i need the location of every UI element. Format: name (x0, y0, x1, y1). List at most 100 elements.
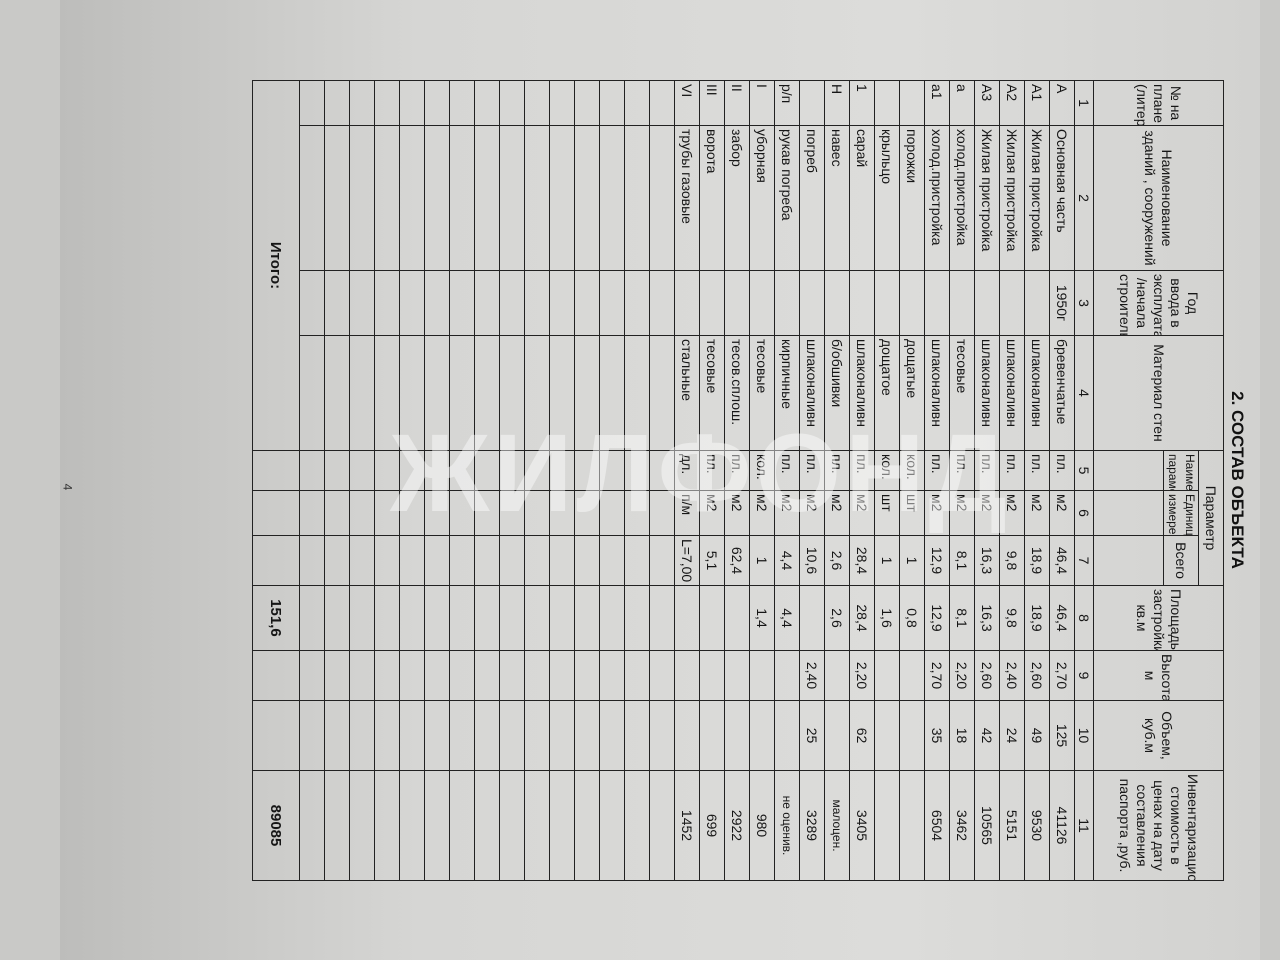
table-cell: 28,4 (849, 585, 875, 651)
table-row: а1 холод.пристройка шлаконаливн пл. м2 12,9 12… (924, 80, 950, 881)
table-cell: 24 (999, 700, 1025, 771)
table-cell: тесов.сплош. (724, 335, 750, 451)
table-cell: 1,6 (874, 585, 900, 651)
table-row: а холод.пристройка тесовые пл. м2 8,1 8,1 2,20 1… (949, 80, 975, 881)
table-row: VI трубы газовые стальные дл. п/м L=7,00 1452 (674, 80, 700, 881)
table-cell (874, 700, 900, 771)
table-row: крыльцо дощатое кол. шт 1 1,6 (874, 80, 900, 881)
table-cell: пл. (799, 450, 825, 491)
table-cell: 46,4 (1049, 535, 1075, 586)
table-cell: 8,1 (949, 585, 975, 651)
table-row: А2 Жилая пристройка шлаконаливн пл. м2 9,8 9,8… (999, 80, 1025, 881)
table-cell: А (1049, 80, 1075, 126)
table-cell (824, 270, 850, 336)
table-cell: м2 (849, 490, 875, 536)
column-number: 9 (1074, 650, 1094, 701)
table-cell: 12,9 (924, 535, 950, 586)
table-cell: 41126 (1049, 770, 1075, 881)
table-cell: рукав погреба (774, 125, 800, 271)
table-cell: пл. (1049, 450, 1075, 491)
empty-row (474, 80, 500, 881)
header-year: Год ввода в эксплуатацию /начала строите… (1093, 270, 1224, 336)
table-cell: Основная часть (1049, 125, 1075, 271)
empty-row (524, 80, 550, 881)
table-cell: 35 (924, 700, 950, 771)
table-cell: 62,4 (724, 535, 750, 586)
table-cell: 1,4 (749, 585, 775, 651)
table-cell: Жилая пристройка (1024, 125, 1050, 271)
table-cell: 46,4 (1049, 585, 1075, 651)
table-cell: 18,9 (1024, 585, 1050, 651)
table-cell: м2 (774, 490, 800, 536)
empty-row (299, 80, 325, 881)
table-cell: м2 (799, 490, 825, 536)
table-cell: 3405 (849, 770, 875, 881)
column-number: 5 (1074, 450, 1094, 491)
table-cell: м2 (824, 490, 850, 536)
table-row: р/п рукав погреба кирпичные пл. м2 4,4 4,4 не о… (774, 80, 800, 881)
table-cell: 699 (699, 770, 725, 881)
table-cell: шлаконаливн (849, 335, 875, 451)
document-page: 4 2. СОСТАВ ОБЪЕКТА № на плане (литера) … (60, 0, 1260, 960)
table-cell: 4,4 (774, 535, 800, 586)
table-cell (699, 700, 725, 771)
empty-row (374, 80, 400, 881)
table-cell: 2,70 (924, 650, 950, 701)
table-row: А Основная часть 1950г бревенчатые пл. м2 46,4… (1049, 80, 1075, 881)
table-cell: 49 (1024, 700, 1050, 771)
table-cell: 1 (749, 535, 775, 586)
table-cell (799, 585, 825, 651)
table-cell: м2 (699, 490, 725, 536)
table-cell (899, 770, 925, 881)
table-cell: пл. (849, 450, 875, 491)
table-cell: шт (874, 490, 900, 536)
object-composition-table: № на плане (литера) Наименование зданий … (252, 80, 1224, 881)
table-cell: а1 (924, 80, 950, 126)
empty-row (449, 80, 475, 881)
table-row: А3 Жилая пристройка шлаконаливн пл. м2 16,3 16… (974, 80, 1000, 881)
table-cell: пл. (774, 450, 800, 491)
total-cost: 89085 (252, 770, 300, 881)
table-cell: м2 (724, 490, 750, 536)
table-cell: 8,1 (949, 535, 975, 586)
column-number: 4 (1074, 335, 1094, 451)
table-cell (674, 700, 700, 771)
empty-row (624, 80, 650, 881)
table-cell: шт (899, 490, 925, 536)
empty-row (649, 80, 675, 881)
table-cell: 2,6 (824, 585, 850, 651)
table-cell: 2,6 (824, 535, 850, 586)
table-cell: L=7,00 (674, 535, 700, 586)
table-cell: 16,3 (974, 585, 1000, 651)
table-cell: 1452 (674, 770, 700, 881)
table-cell (874, 770, 900, 881)
table-cell: А2 (999, 80, 1025, 126)
table-cell: бревенчатые (1049, 335, 1075, 451)
table-row: II забор тесов.сплош. пл. м2 62,4 2922 (724, 80, 750, 881)
table-cell: м2 (974, 490, 1000, 536)
table-cell: I (749, 80, 775, 126)
table-cell: 980 (749, 770, 775, 881)
table-cell: м2 (949, 490, 975, 536)
table-cell: уборная (749, 125, 775, 271)
table-cell: 9,8 (999, 585, 1025, 651)
table-cell (899, 700, 925, 771)
table-cell (749, 700, 775, 771)
table-cell: VI (674, 80, 700, 126)
table-cell (774, 270, 800, 336)
table-cell: А3 (974, 80, 1000, 126)
table-cell: Н (824, 80, 850, 126)
table-cell: 2922 (724, 770, 750, 881)
table-cell (999, 270, 1025, 336)
table-cell: п/м (674, 490, 700, 536)
table-cell (774, 700, 800, 771)
table-cell: 25 (799, 700, 825, 771)
table-cell: крыльцо (874, 125, 900, 271)
table-cell: порожки (899, 125, 925, 271)
empty-row (324, 80, 350, 881)
column-number: 3 (1074, 270, 1094, 336)
table-cell: дл. (674, 450, 700, 491)
table-cell: шлаконаливн (1024, 335, 1050, 451)
